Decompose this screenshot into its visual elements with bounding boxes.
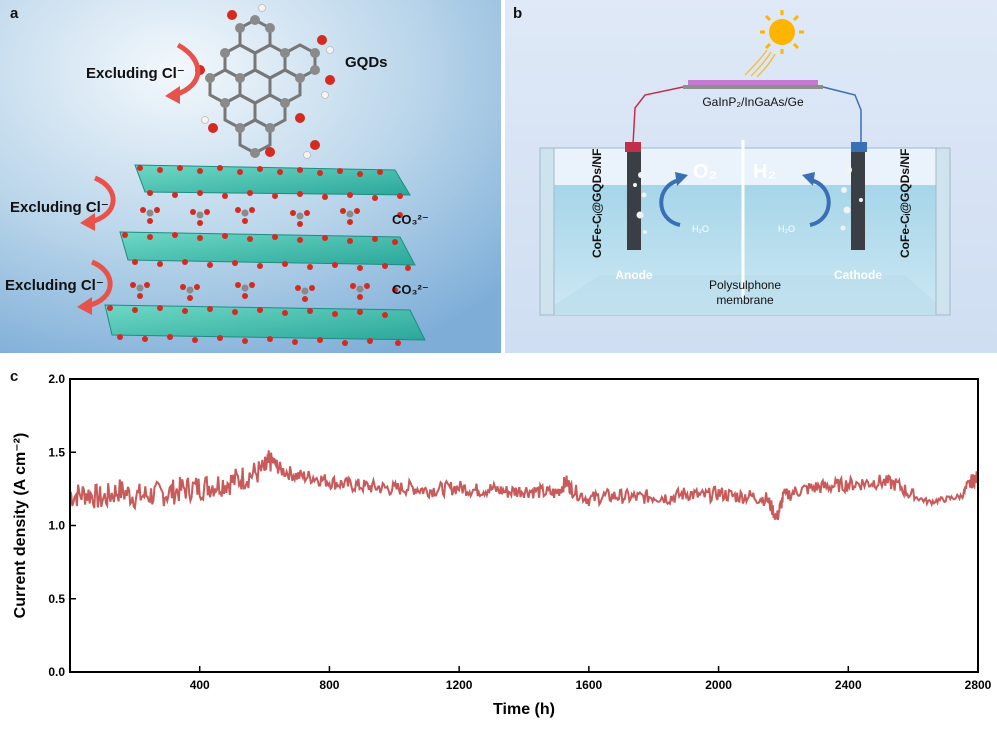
sun-icon [744,10,804,78]
carbonate-ions-row-2 [130,282,398,302]
cathode-label: Cathode [834,268,882,282]
ldh-layer-2 [119,231,416,271]
y-axis-label: Current density (A cm⁻²) [12,433,29,619]
excluding-cl-label-1: Excluding Cl⁻ [86,65,185,82]
anode-electrode [625,142,647,250]
x-tick-label: 1600 [576,678,603,692]
panel-a: GQDs [0,0,501,353]
x-tick-label: 800 [319,678,339,692]
wire-cathode [822,86,862,145]
y-tick-label: 1.5 [48,445,65,459]
o2-cycle-arrow [659,172,688,227]
current-density-series [69,450,979,521]
y-tick-label: 0.5 [48,592,65,606]
electrode-label-right: CoFe-Cᵢ@GQDs/NF [898,149,912,258]
y-tick-label: 1.0 [48,519,65,533]
co3-label-1: CO₃²⁻ [392,212,429,227]
x-axis-label: Time (h) [493,701,555,718]
excluding-cl-label-3: Excluding Cl⁻ [5,277,104,294]
plot-frame [69,378,979,673]
panel-b: GaInP₂/InGaAs/Ge [505,0,997,353]
exclusion-arrow-3 [77,259,113,315]
ldh-layer-3 [104,304,426,346]
h2o-label-left: H₂O [692,224,709,234]
exclusion-arrow-2 [80,175,116,231]
x-tick-label: 2400 [835,678,862,692]
panel-c: c 0.0 0.5 1.0 1.5 2.0 400 800 1200 1600 2000 2400… [0,362,997,726]
panel-b-label: b [513,5,523,22]
ldh-layer-1 [134,164,411,201]
o2-label: O₂ [693,161,717,183]
x-tick-label: 2800 [965,678,992,692]
co3-label-2: CO₃²⁻ [392,282,429,297]
panel-a-illustration: GQDs [0,0,501,353]
y-tick-label: 2.0 [48,372,65,386]
gqds-label: GQDs [345,54,388,71]
electrolyzer-tank [539,140,951,316]
excluding-cl-label-2: Excluding Cl⁻ [10,199,109,216]
gqd-molecule [195,4,335,159]
h2-label: H₂ [753,161,776,183]
wire-anode [632,86,684,146]
carbonate-ions-row-1 [140,207,403,227]
solar-cell-label: GaInP₂/InGaAs/Ge [702,95,804,109]
x-tick-label: 1200 [446,678,473,692]
membrane-label-line1: Polysulphone [709,278,781,292]
cathode-electrode [840,142,867,250]
y-tick-label: 0.0 [48,665,65,679]
stability-chart: 0.0 0.5 1.0 1.5 2.0 400 800 1200 1600 2000 2400 28… [12,372,992,718]
h2o-label-right: H₂O [778,224,795,234]
electrode-label-left: CoFe-Cᵢ@GQDs/NF [590,149,604,258]
exclusion-arrow-1 [165,42,201,104]
solar-cell [683,80,823,89]
x-tick-label: 400 [190,678,210,692]
x-tick-label: 2000 [705,678,732,692]
panel-c-label: c [10,368,19,385]
anode-label: Anode [615,268,653,282]
panel-b-illustration: GaInP₂/InGaAs/Ge [505,0,997,353]
h2-cycle-arrow [802,172,831,227]
panel-a-label: a [10,5,19,22]
membrane-label-line2: membrane [716,293,774,307]
